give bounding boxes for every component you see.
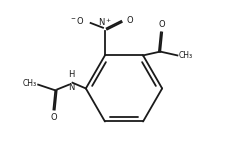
Text: H: H [68, 70, 75, 79]
Text: O: O [50, 113, 57, 122]
Text: O: O [127, 16, 133, 25]
Text: N: N [68, 83, 75, 92]
Text: CH₃: CH₃ [178, 51, 192, 60]
Text: $^-$O: $^-$O [69, 15, 85, 26]
Text: N$^+$: N$^+$ [98, 16, 112, 28]
Text: CH₃: CH₃ [23, 79, 37, 88]
Text: O: O [159, 20, 165, 29]
